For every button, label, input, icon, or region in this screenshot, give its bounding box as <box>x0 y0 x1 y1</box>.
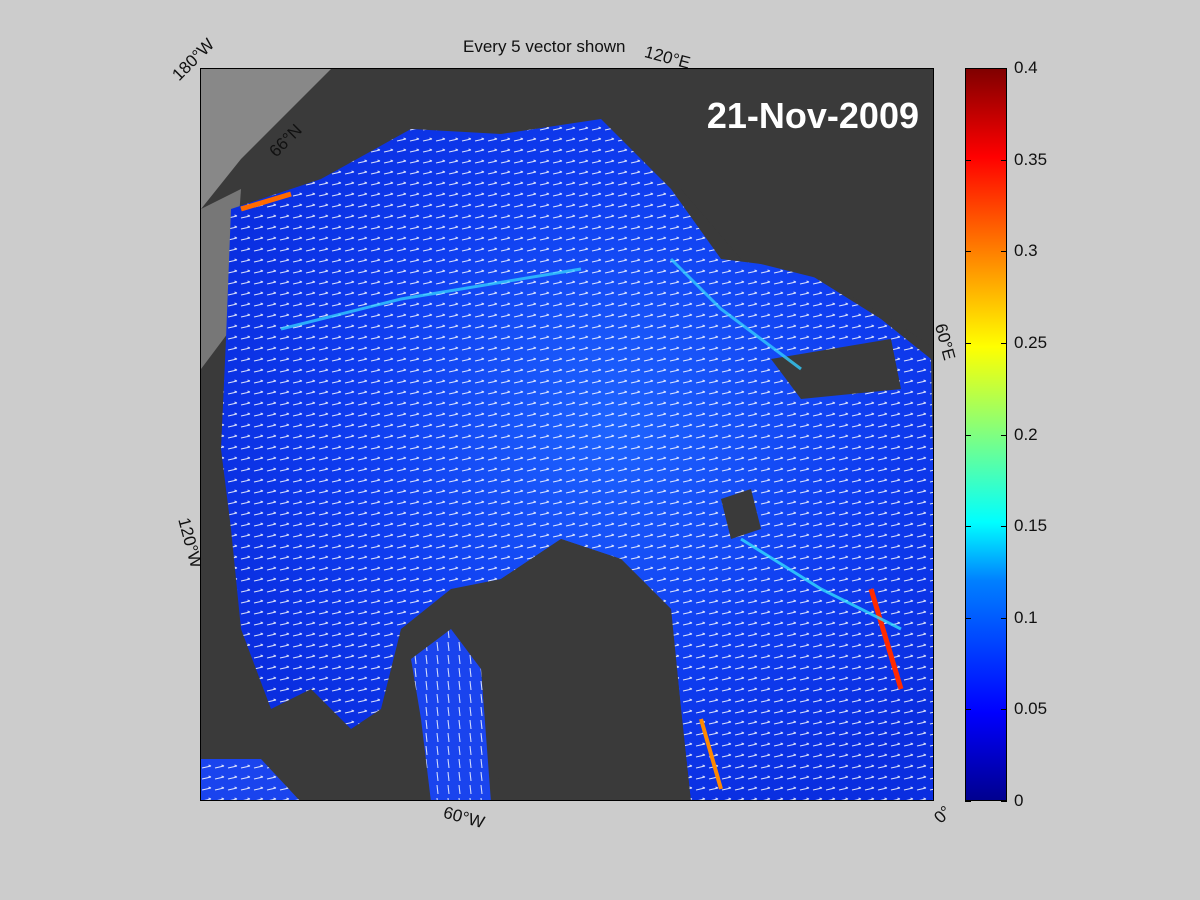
colorbar-tick-label: 0.3 <box>1014 241 1038 261</box>
colorbar-tick-mark <box>1001 709 1007 711</box>
greenland-landmass <box>491 539 691 800</box>
lon-label-60w: 60°W <box>441 802 487 833</box>
date-label: 21-Nov-2009 <box>706 95 919 136</box>
colorbar-tick-label: 0.35 <box>1014 149 1048 169</box>
colorbar-tick-mark <box>965 251 971 253</box>
mid-velocity-streak <box>280 267 582 331</box>
colorbar-tick-mark <box>965 159 971 161</box>
ice-velocity-map <box>201 69 933 800</box>
novaya-zemlya <box>771 339 901 399</box>
colorbar-tick-mark <box>1001 617 1007 619</box>
high-velocity-streak <box>868 588 904 690</box>
colorbar-tick-mark <box>965 342 971 344</box>
colorbar-tick-label: 0.15 <box>1014 516 1048 536</box>
colorbar-tick-mark <box>1001 526 1007 528</box>
high-velocity-streak <box>699 718 723 790</box>
arctic-ocean-vectors <box>221 119 933 800</box>
colorbar-tick-mark <box>1001 801 1007 802</box>
svalbard-island <box>721 489 761 539</box>
siberian-coast <box>671 69 933 348</box>
colorbar-tick-mark <box>965 617 971 619</box>
colorbar-tick-label: 0.05 <box>1014 699 1048 719</box>
mid-velocity-streak <box>669 257 802 371</box>
map-panel: 21-Nov-2009 66°N <box>200 68 934 801</box>
colorbar-tick-mark <box>1001 434 1007 436</box>
colorbar-tick-mark <box>965 526 971 528</box>
colorbar-tick-mark <box>965 434 971 436</box>
colorbar-tick-mark <box>965 709 971 711</box>
colorbar-tick-label: 0.1 <box>1014 607 1038 627</box>
colorbar-tick-label: 0.4 <box>1014 58 1038 77</box>
figure-title: Every 5 vector shown <box>463 37 626 56</box>
lower-left-sea-vectors <box>201 759 300 800</box>
colorbar-tick-label: 0.2 <box>1014 424 1038 444</box>
colorbar-tick-mark <box>1001 159 1007 161</box>
mid-velocity-streak <box>740 537 902 631</box>
lon-label-0: 0° <box>930 802 956 828</box>
colorbar-tick-mark <box>1001 251 1007 253</box>
baffin-channel-vectors <box>411 629 491 800</box>
outside-domain-region <box>201 69 331 209</box>
colorbar-tick-mark <box>1001 68 1007 69</box>
high-velocity-streak <box>240 191 292 212</box>
colorbar-tick-mark <box>965 68 971 69</box>
colorbar-tick-mark <box>1001 342 1007 344</box>
colorbar-tick-label: 0.25 <box>1014 332 1048 352</box>
colorbar-tick-label: 0 <box>1014 791 1024 810</box>
lon-label-60e: 60°E <box>931 321 959 363</box>
colorbar-tick-mark <box>965 801 971 802</box>
